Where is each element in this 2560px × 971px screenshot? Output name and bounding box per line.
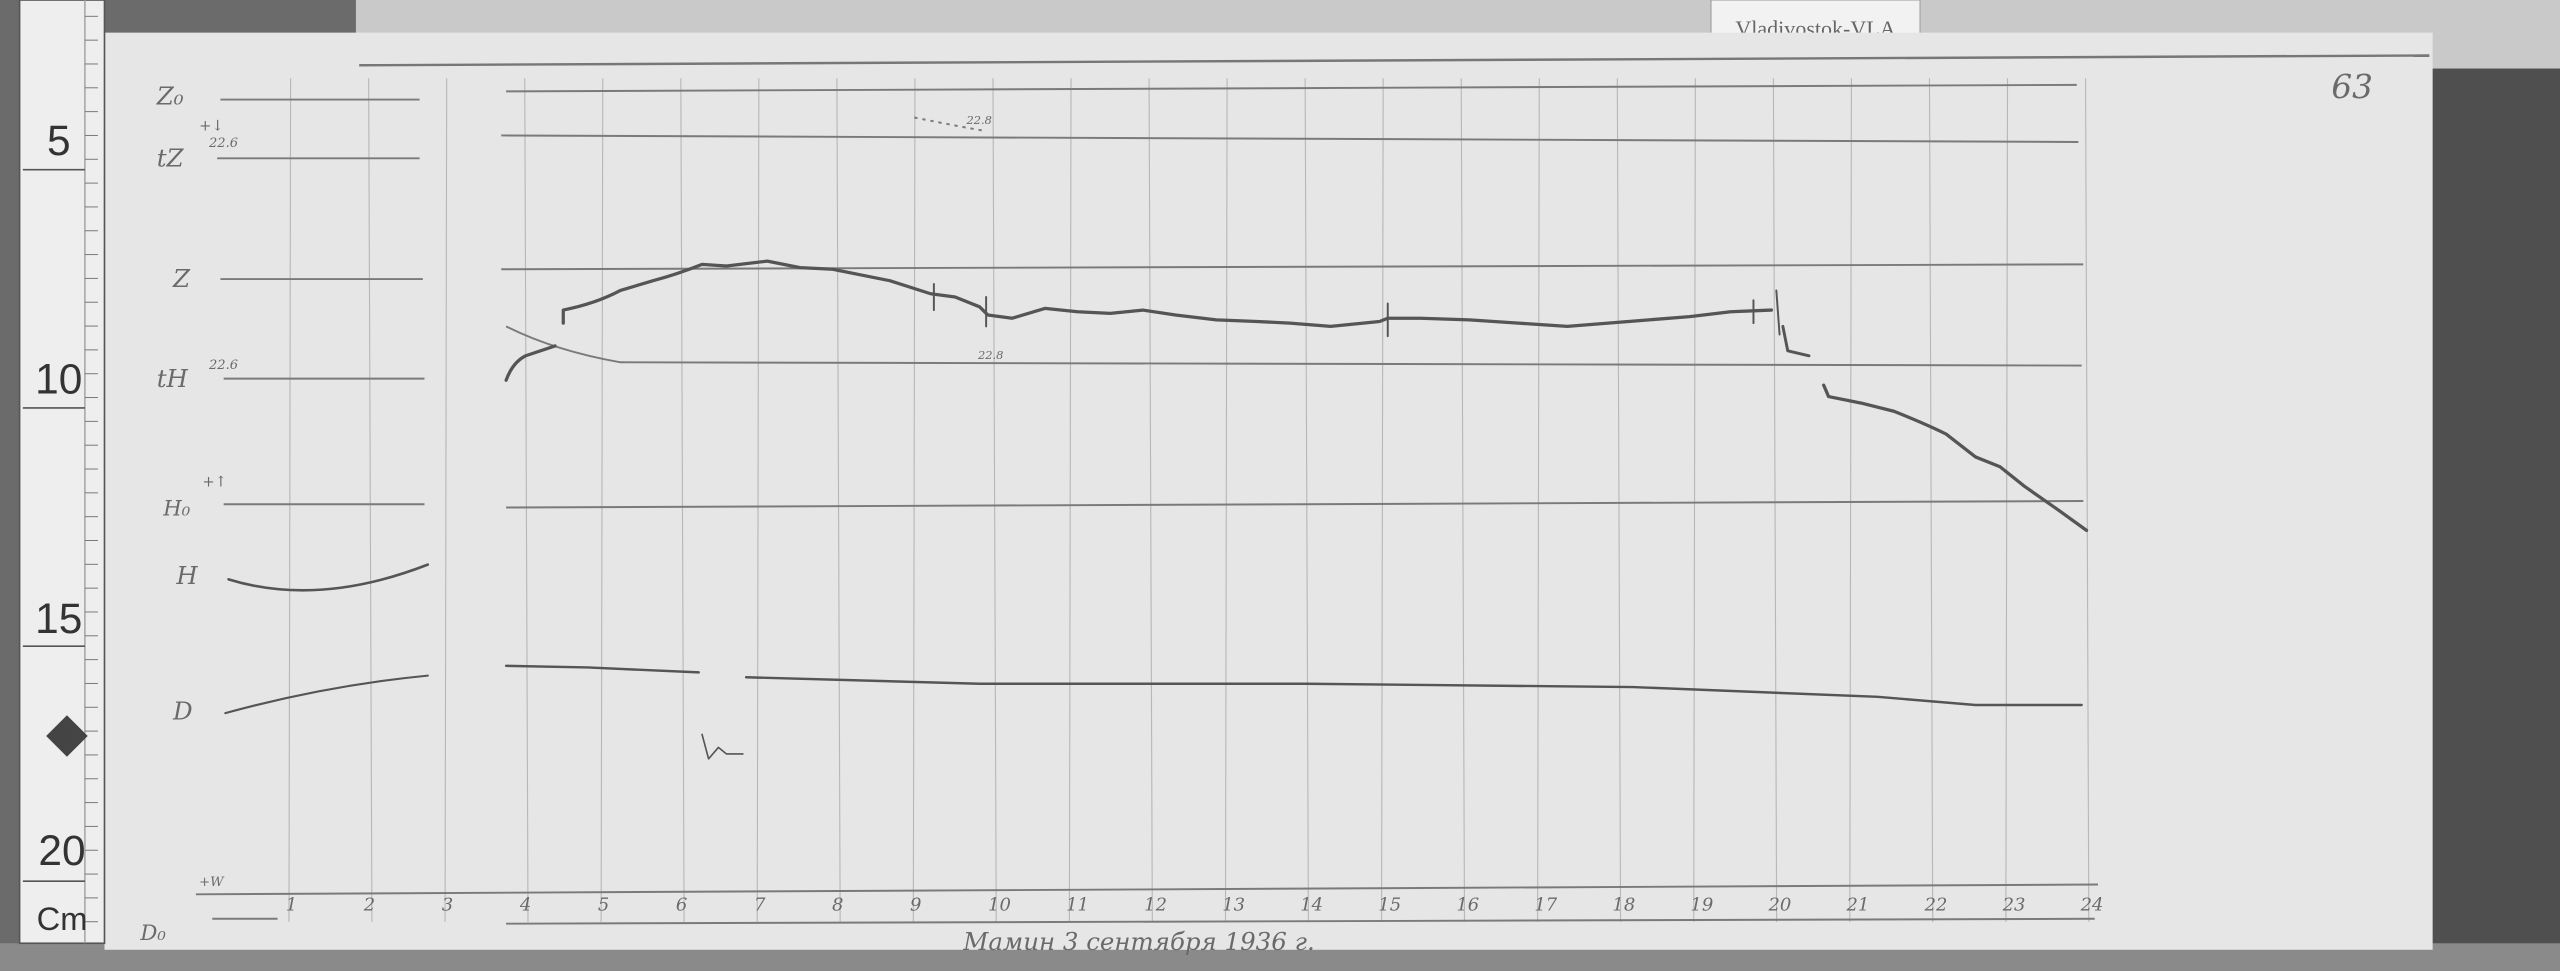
z-trace <box>561 259 1774 329</box>
hour-label-6: 6 <box>676 895 687 916</box>
hour-label-19: 19 <box>1690 895 1713 916</box>
hour-label-10: 10 <box>988 895 1011 916</box>
tz-pointer <box>914 116 984 132</box>
hour-label-12: 12 <box>1144 895 1167 916</box>
z-trace-hour-marks <box>932 282 1781 338</box>
hour-labels: 1 2 3 4 5 6 7 8 9 10 11 12 13 14 15 16 17 18 19 20 21 22 23 24 <box>286 895 2104 916</box>
tz-baseline <box>501 134 2079 143</box>
d0-baseline <box>195 883 2098 896</box>
hour-label-3: 3 <box>442 895 453 916</box>
d-trace-segment-1 <box>504 664 700 674</box>
label-tz-temp: 22.6 <box>208 136 238 151</box>
hour-line-16 <box>1460 78 1466 923</box>
hour-line-14 <box>1304 78 1309 923</box>
hour-label-17: 17 <box>1534 895 1557 916</box>
hour-line-13 <box>1224 78 1228 923</box>
hour-label-24: 24 <box>2080 895 2104 916</box>
hour-line-23 <box>2005 78 2009 923</box>
label-th: tH <box>157 364 189 393</box>
ruler-unit: Cm <box>37 900 88 937</box>
z-trace-drop <box>1781 324 1811 358</box>
hour-label-8: 8 <box>832 895 843 916</box>
hour-label-16: 16 <box>1456 895 1479 916</box>
h-left-trace <box>227 563 430 592</box>
hour-line-19 <box>1693 78 1696 923</box>
label-d: D <box>172 697 193 726</box>
label-z0-sign: +↓ <box>199 118 224 135</box>
hour-line-7 <box>756 78 760 923</box>
hour-line-9 <box>912 78 916 923</box>
hour-label-1: 1 <box>286 895 297 916</box>
tz-reading: 22.8 <box>966 113 992 127</box>
hour-label-7: 7 <box>754 895 766 916</box>
hour-label-2: 2 <box>363 895 375 916</box>
label-th-temp: 22.6 <box>208 358 238 373</box>
z-trace-end <box>1822 383 2089 533</box>
hour-line-11 <box>1068 78 1072 923</box>
left-baselines <box>217 98 430 715</box>
pencil-mark <box>701 733 744 760</box>
hour-label-4: 4 <box>519 895 531 916</box>
ruler-mark-10: 10 <box>35 355 82 402</box>
hour-line-12 <box>1148 78 1153 923</box>
wood-panel <box>2429 48 2560 947</box>
hour-line-22 <box>1928 78 1934 923</box>
hour-line-4 <box>524 78 529 923</box>
d-trace-segment-2 <box>744 676 2083 707</box>
ruler-ticks <box>22 15 98 923</box>
ruler-clip <box>46 715 88 757</box>
hour-label-5: 5 <box>598 895 609 916</box>
hour-line-15 <box>1380 78 1384 923</box>
label-z0: Z₀ <box>156 81 184 110</box>
hour-line-21 <box>1849 78 1852 923</box>
th-reading: 22.8 <box>977 348 1003 362</box>
date-caption: Мамин 3 сентября 1936 г. <box>962 927 1314 956</box>
paper-sheet <box>104 32 2433 950</box>
ruler-mark-5: 5 <box>47 117 71 164</box>
time-baseline <box>506 917 2095 925</box>
hour-label-20: 20 <box>1767 895 1791 916</box>
hour-label-14: 14 <box>1300 895 1323 916</box>
hour-line-17 <box>1537 78 1540 923</box>
hour-line-6 <box>680 78 685 923</box>
th-trace <box>505 325 2082 367</box>
hour-line-18 <box>1616 78 1622 923</box>
hour-line-10 <box>992 78 997 923</box>
hour-label-22: 22 <box>1924 895 1948 916</box>
hour-line-3 <box>444 78 448 923</box>
d-left-trace <box>224 674 429 715</box>
label-d0-sign: +W <box>199 875 225 890</box>
hour-line-8 <box>836 78 841 923</box>
label-d0: D₀ <box>139 921 166 946</box>
label-tz: tZ <box>157 143 185 172</box>
hour-label-21: 21 <box>1846 895 1870 916</box>
hour-label-15: 15 <box>1378 895 1401 916</box>
hour-grid <box>288 78 2090 923</box>
hour-label-13: 13 <box>1222 895 1245 916</box>
label-h0-sign: +↑ <box>202 473 227 490</box>
hour-line-24 <box>2084 78 2090 923</box>
hour-label-18: 18 <box>1612 895 1635 916</box>
hour-line-5 <box>600 78 604 923</box>
label-h0: H₀ <box>162 497 190 522</box>
label-h: H <box>175 561 198 590</box>
label-z: Z <box>172 264 191 293</box>
hour-label-23: 23 <box>2002 895 2026 916</box>
ruler-mark-20: 20 <box>38 827 85 874</box>
sheet-number: 63 <box>2331 68 2373 106</box>
hour-label-11: 11 <box>1066 895 1089 916</box>
z-trace-start <box>504 344 557 382</box>
hour-label-9: 9 <box>910 895 921 916</box>
hour-line-2 <box>368 78 373 923</box>
h0-baseline <box>506 500 2084 509</box>
ruler <box>18 0 106 945</box>
hour-line-20 <box>1772 78 1778 923</box>
ruler-mark-15: 15 <box>35 595 82 642</box>
z-baseline <box>501 263 2084 271</box>
z0-baseline <box>506 83 2077 93</box>
hour-line-1 <box>288 78 292 923</box>
paper-top-edge <box>359 54 2430 67</box>
